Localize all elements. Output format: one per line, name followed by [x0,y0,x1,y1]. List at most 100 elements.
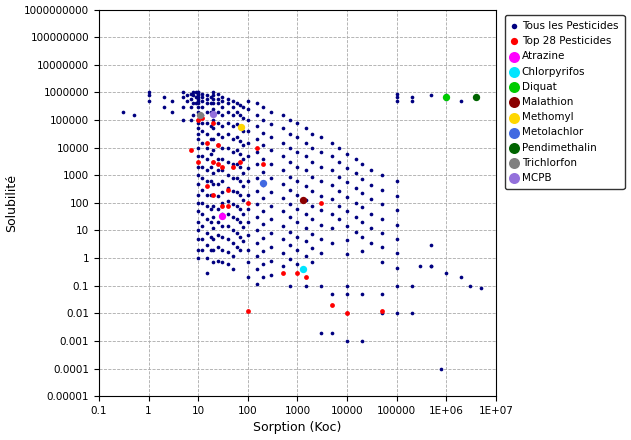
Tous les Pesticides [257,169,268,176]
Tous les Pesticides [342,222,352,229]
Tous les Pesticides [327,181,337,188]
Tous les Pesticides [193,255,203,262]
Tous les Pesticides [202,269,212,276]
Tous les Pesticides [392,93,402,100]
Tous les Pesticides [456,274,466,281]
Tous les Pesticides [193,117,203,124]
Tous les Pesticides [266,188,276,195]
Top 28 Pesticides [217,202,227,209]
Tous les Pesticides [206,136,216,143]
Tous les Pesticides [232,108,242,115]
Tous les Pesticides [316,192,326,199]
Tous les Pesticides [252,239,262,246]
Tous les Pesticides [235,137,245,144]
Methomyl [236,123,246,130]
Tous les Pesticides [208,89,218,96]
Tous les Pesticides [193,93,203,100]
Tous les Pesticides [232,147,242,154]
Tous les Pesticides [252,214,262,221]
Tous les Pesticides [266,174,276,181]
Tous les Pesticides [316,206,326,213]
Tous les Pesticides [193,208,203,215]
Tous les Pesticides [223,197,233,204]
Diquat [441,93,451,100]
Tous les Pesticides [202,167,212,174]
Tous les Pesticides [193,152,203,159]
Tous les Pesticides [228,187,238,194]
Tous les Pesticides [301,152,311,159]
Tous les Pesticides [357,161,367,168]
Tous les Pesticides [292,219,302,226]
Tous les Pesticides [327,210,337,217]
Tous les Pesticides [223,158,233,165]
Tous les Pesticides [301,139,311,146]
Tous les Pesticides [316,133,326,140]
Tous les Pesticides [202,144,212,151]
Tous les Pesticides [232,100,242,107]
Tous les Pesticides [316,282,326,289]
Tous les Pesticides [307,245,317,252]
Tous les Pesticides [366,181,376,188]
Tous les Pesticides [243,165,253,172]
MCPB [208,110,218,117]
Tous les Pesticides [285,242,295,249]
Tous les Pesticides [441,95,451,102]
Tous les Pesticides [278,125,288,132]
Tous les Pesticides [202,178,212,185]
Tous les Pesticides [217,233,227,240]
Tous les Pesticides [202,92,212,99]
Top 28 Pesticides [193,158,203,165]
Tous les Pesticides [238,196,248,203]
Top 28 Pesticides [202,139,212,146]
Tous les Pesticides [266,147,276,154]
Tous les Pesticides [252,227,262,234]
Top 28 Pesticides [208,191,218,198]
Tous les Pesticides [197,163,207,170]
Tous les Pesticides [217,188,227,195]
Top 28 Pesticides [342,310,352,317]
Tous les Pesticides [213,95,223,102]
Tous les Pesticides [301,125,311,132]
Tous les Pesticides [327,167,337,174]
Tous les Pesticides [285,256,295,263]
Tous les Pesticides [202,95,212,102]
Tous les Pesticides [213,244,223,251]
Tous les Pesticides [208,259,218,266]
Tous les Pesticides [223,119,233,126]
Malathion [298,196,308,203]
Tous les Pesticides [208,180,218,187]
Top 28 Pesticides [223,202,233,209]
Top 28 Pesticides [197,114,207,121]
Tous les Pesticides [278,222,288,229]
Tous les Pesticides [307,202,317,209]
Tous les Pesticides [366,196,376,203]
Tous les Pesticides [252,161,262,168]
Tous les Pesticides [316,235,326,242]
Tous les Pesticides [206,205,216,213]
Tous les Pesticides [206,150,216,157]
Tous les Pesticides [357,219,367,226]
Tous les Pesticides [243,246,253,253]
Tous les Pesticides [202,108,212,115]
Tous les Pesticides [465,282,475,289]
Tous les Pesticides [243,106,253,113]
Tous les Pesticides [217,133,227,140]
Tous les Pesticides [206,191,216,198]
Tous les Pesticides [257,208,268,215]
Tous les Pesticides [292,133,302,140]
Tous les Pesticides [316,329,326,336]
Tous les Pesticides [285,117,295,124]
Tous les Pesticides [334,187,345,194]
Tous les Pesticides [197,97,207,104]
Tous les Pesticides [178,103,188,110]
Tous les Pesticides [377,310,387,317]
Tous les Pesticides [252,201,262,208]
Tous les Pesticides [252,100,262,107]
Tous les Pesticides [206,123,216,130]
Tous les Pesticides [415,263,425,270]
Tous les Pesticides [208,147,218,154]
Tous les Pesticides [213,167,223,174]
Top 28 Pesticides [327,301,337,308]
Tous les Pesticides [278,263,288,270]
Tous les Pesticides [406,310,416,317]
